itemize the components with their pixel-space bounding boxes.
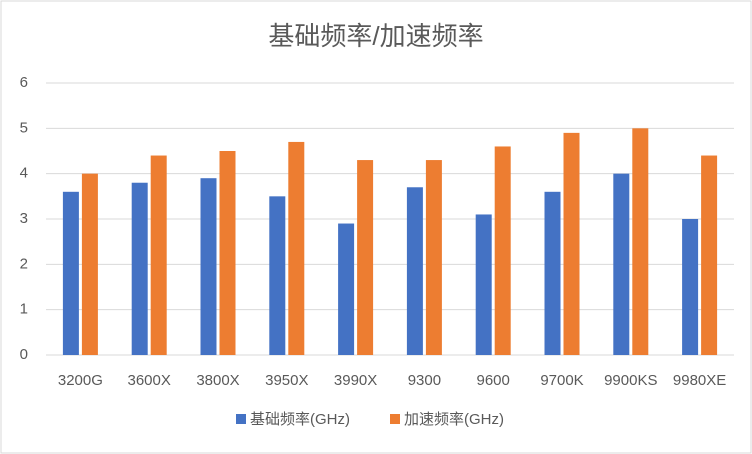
bar — [219, 151, 236, 355]
bar — [563, 132, 580, 355]
bar — [406, 187, 423, 355]
bar — [613, 173, 630, 355]
x-tick-label: 9980XE — [673, 372, 726, 389]
bar — [682, 219, 699, 355]
bar — [269, 196, 286, 355]
legend-label: 基础频率(GHz) — [250, 411, 350, 428]
bar — [632, 128, 649, 355]
x-tick-label: 9900KS — [604, 372, 657, 389]
bar — [338, 223, 355, 355]
y-tick-label: 5 — [20, 119, 28, 136]
x-tick-label: 9300 — [408, 372, 441, 389]
bar — [544, 191, 561, 355]
legend-swatch — [390, 414, 400, 424]
x-tick-label: 3200G — [58, 372, 103, 389]
bar — [288, 141, 305, 355]
y-tick-label: 4 — [20, 165, 28, 182]
y-tick-label: 6 — [20, 74, 28, 91]
x-tick-label: 3800X — [196, 372, 239, 389]
y-tick-label: 0 — [20, 346, 28, 363]
x-tick-label: 3990X — [334, 372, 377, 389]
y-tick-label: 1 — [20, 301, 28, 318]
chart-title: 基础频率/加速频率 — [268, 21, 483, 51]
bar — [357, 160, 374, 355]
bar — [150, 155, 167, 355]
x-tick-label: 3950X — [265, 372, 308, 389]
bar — [81, 173, 98, 355]
bar — [200, 178, 217, 355]
bar — [701, 155, 718, 355]
bar — [494, 146, 511, 355]
bar — [475, 214, 492, 355]
x-tick-label: 9600 — [477, 372, 510, 389]
x-tick-label: 3600X — [128, 372, 171, 389]
bar — [131, 182, 148, 355]
y-tick-label: 2 — [20, 255, 28, 272]
legend-swatch — [236, 414, 246, 424]
bar — [62, 191, 79, 355]
bar — [425, 160, 442, 355]
x-tick-label: 9700K — [540, 372, 583, 389]
legend-label: 加速频率(GHz) — [404, 411, 504, 428]
y-tick-label: 3 — [20, 210, 28, 227]
